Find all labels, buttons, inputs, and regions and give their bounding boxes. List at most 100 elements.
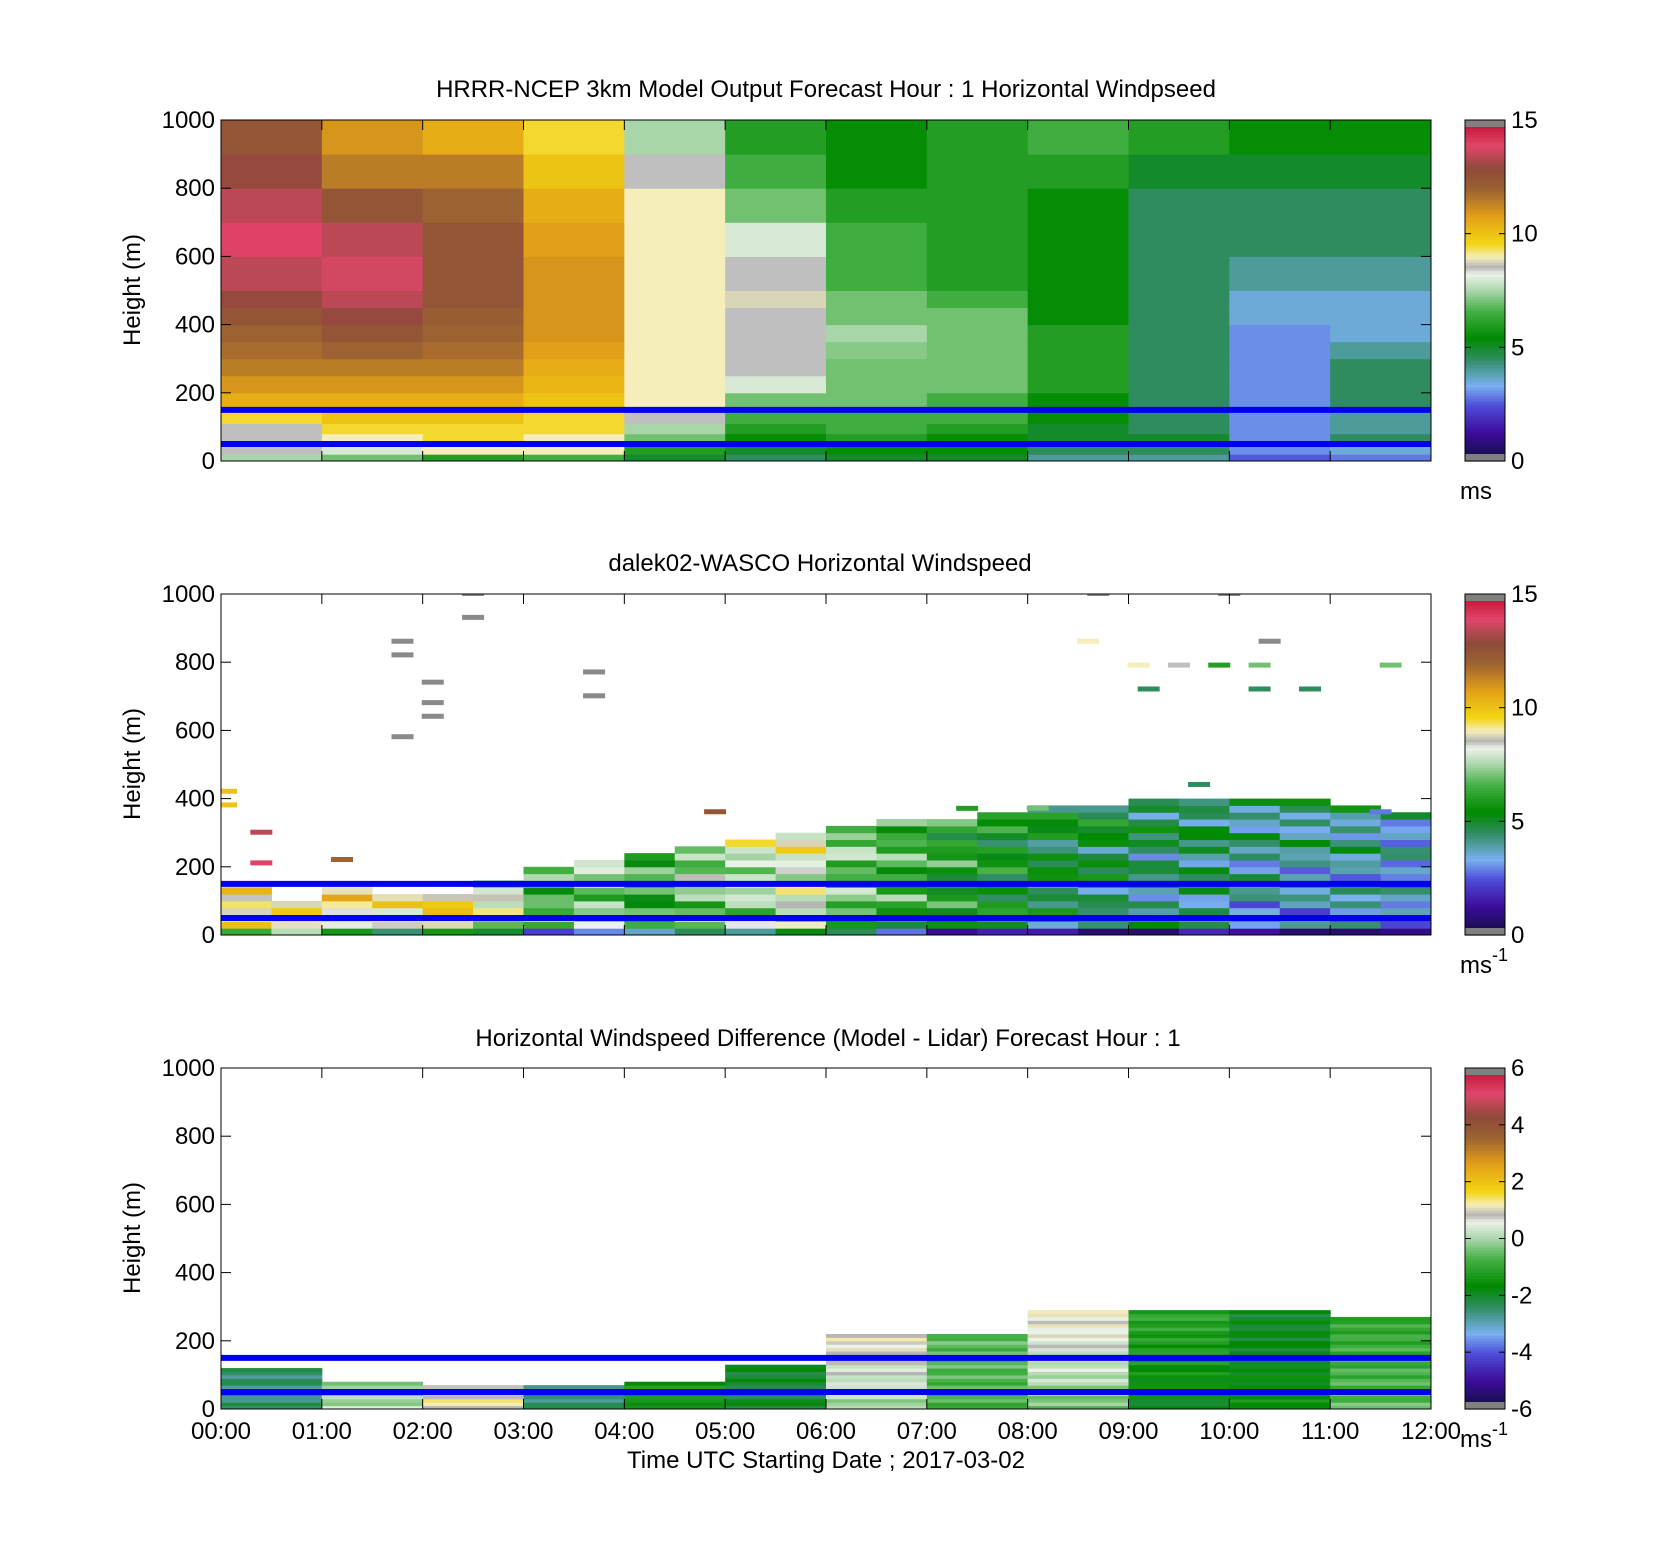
sparse-return [583,669,606,675]
heatmap-cell [1128,798,1180,806]
heatmap-cell [221,1398,323,1403]
heatmap-cell [1128,154,1230,189]
heatmap-cell [1229,256,1331,291]
heatmap-cell [321,290,424,309]
heatmap-cell [1128,1323,1230,1328]
colorbar-swatch [1465,665,1505,669]
heatmap-cell [1229,1316,1331,1321]
heatmap-cell [725,921,777,929]
heatmap-cell [725,409,827,424]
colorbar-swatch [1465,1232,1505,1237]
heatmap-cell [1027,1385,1129,1390]
colorbar-swatch [1465,358,1505,363]
heatmap-cell [321,921,373,929]
colorbar-swatch [1465,205,1505,209]
heatmap-cell [1027,866,1079,875]
heatmap-cell [1027,1347,1129,1352]
heatmap-cell [725,1385,827,1390]
heatmap-cell [523,928,575,935]
colorbar-swatch [1465,812,1505,817]
heatmap-cell [523,423,625,435]
sparse-return [1299,686,1321,692]
colorbar-swatch [1465,1076,1505,1080]
colorbar-swatch [1465,222,1505,226]
heatmap-cell [1330,392,1431,411]
heatmap-cell [775,866,827,875]
colorbar-swatch [1465,1150,1505,1154]
sparse-return [250,829,273,835]
heatmap-cell [1128,887,1180,895]
heatmap-cell [221,921,272,929]
heatmap-cell [1128,921,1180,929]
heatmap-cell [977,887,1029,895]
panel-lidar-ylabel: Height (m) [119,708,146,820]
heatmap-cell [775,832,827,841]
colorbar-swatch [1465,338,1505,343]
heatmap-cell [826,1340,928,1345]
heatmap-cell [422,1395,524,1400]
heatmap-cell [624,120,726,155]
heatmap-cell [573,928,625,935]
heatmap-cell [1380,859,1431,868]
colorbar-swatch [1465,398,1505,402]
heatmap-cell [624,454,726,461]
colorbar-swatch [1465,412,1505,417]
heatmap-cell [221,1371,323,1376]
heatmap-cell [1027,1313,1129,1318]
heatmap-cell [1330,832,1382,841]
heatmap-cell [1229,825,1281,834]
heatmap-cell [221,423,323,435]
heatmap-cell [826,866,877,875]
heatmap-cell [523,392,625,411]
heatmap-cell [1229,290,1331,309]
heatmap-cell [1027,1374,1129,1379]
heatmap-cell [1178,887,1230,895]
panel-diff-ylabel: Height (m) [119,1182,146,1294]
heatmap-cell [1229,154,1331,189]
heatmap-cell [725,307,827,326]
heatmap-cell [1380,853,1431,861]
heatmap-cell [1330,900,1382,909]
heatmap-cell [926,866,978,875]
heatmap-cell [926,1344,1029,1349]
heatmap-cell [1178,907,1230,916]
heatmap-cell [624,859,676,868]
heatmap-cell [674,921,726,929]
colorbar-swatch [1465,1312,1505,1316]
colorbar-swatch [1465,193,1505,198]
colorbar-tick-label: 5 [1511,808,1524,835]
heatmap-cell [725,866,777,875]
heatmap-cell [725,324,827,343]
heatmap-cell [826,1405,928,1409]
heatmap-cell [725,454,827,461]
colorbar-swatch [1465,1352,1505,1356]
heatmap-cell [624,1395,726,1400]
heatmap-cell [1330,154,1431,189]
heatmap-cell [1078,819,1129,827]
heatmap-cell [624,324,726,343]
heatmap-cell [321,454,424,461]
heatmap-cell [725,256,827,291]
x-tick-label: 02:00 [393,1418,453,1445]
heatmap-cell [473,900,524,909]
heatmap-cell [1330,1333,1431,1338]
heatmap-cell [1128,1351,1230,1355]
heatmap-cell [221,120,323,155]
colorbar-swatch [1465,730,1505,734]
heatmap-cell [926,423,1029,435]
heatmap-cell [725,1395,827,1400]
heatmap-cell [1128,1385,1230,1390]
heatmap-cell [926,324,1029,343]
colorbar-tick-label: 0 [1511,922,1524,949]
colorbar-swatch [1465,667,1505,672]
colorbar-under [1465,928,1505,935]
heatmap-cell [1027,900,1079,909]
heatmap-cell [473,921,524,929]
heatmap-cell [1027,1378,1129,1383]
colorbar-swatch [1465,750,1505,754]
heatmap-cell [1330,819,1382,827]
heatmap-cell [826,307,928,326]
colorbar-swatch [1465,1238,1505,1242]
colorbar-swatch [1465,273,1505,277]
heatmap-cell [1128,324,1230,343]
